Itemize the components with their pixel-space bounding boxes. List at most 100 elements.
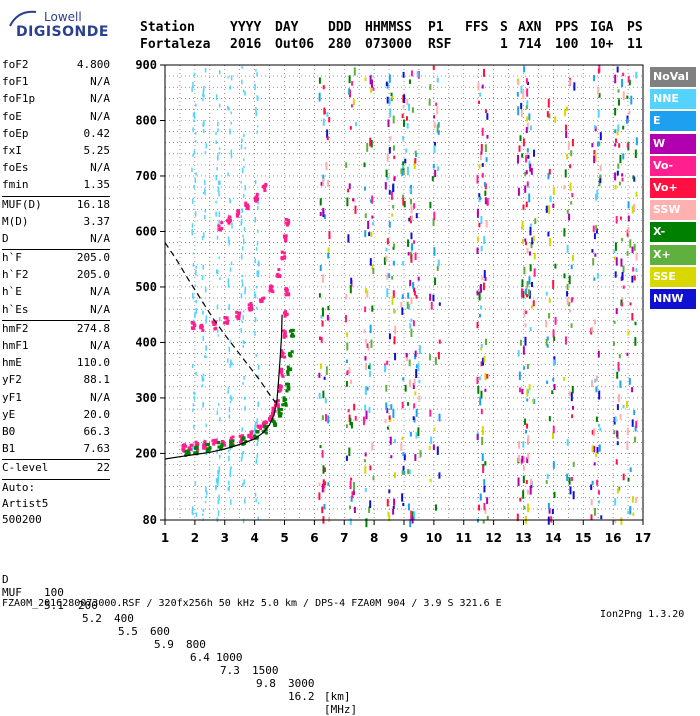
- echo-point: [181, 443, 185, 447]
- footer-d-label: D: [2, 573, 9, 586]
- echo-mark: [478, 504, 481, 511]
- echo-mark: [483, 502, 486, 511]
- echo-mark: [216, 235, 219, 240]
- echo-mark: [318, 77, 321, 84]
- echo-mark: [242, 310, 245, 313]
- echo-mark: [484, 190, 487, 196]
- echo-mark: [523, 309, 526, 317]
- echo-mark: [481, 453, 484, 461]
- param-divider: [2, 195, 110, 197]
- echo-mark: [243, 396, 246, 400]
- echo-mark: [600, 515, 603, 520]
- echo-mark: [532, 300, 535, 307]
- echo-point: [202, 443, 206, 447]
- echo-mark: [391, 276, 394, 280]
- header-label-s: S: [500, 20, 508, 35]
- param-name: foE: [2, 109, 22, 123]
- echo-mark: [192, 403, 195, 407]
- echo-point: [290, 328, 294, 332]
- echo-mark: [433, 122, 436, 129]
- echo-mark: [204, 67, 207, 73]
- header-label-iga: IGA: [590, 20, 614, 35]
- echo-mark: [545, 205, 548, 213]
- echo-mark: [414, 157, 417, 164]
- echo-mark: [525, 78, 528, 84]
- param-group-clevel: C-level 22: [2, 461, 110, 478]
- echo-mark: [525, 170, 528, 175]
- echo-mark: [318, 392, 321, 399]
- echo-mark: [202, 191, 205, 195]
- echo-mark: [553, 384, 556, 391]
- echo-mark: [254, 216, 256, 223]
- echo-point: [285, 312, 289, 316]
- echo-point: [263, 189, 267, 193]
- echo-mark: [386, 96, 389, 104]
- echo-mark: [590, 514, 593, 520]
- param-row-fof2: foF2 4.800: [2, 58, 110, 75]
- echo-mark: [482, 282, 485, 291]
- echo-mark: [597, 109, 600, 118]
- echo-mark: [407, 402, 410, 406]
- echo-mark: [327, 482, 330, 486]
- echo-mark: [202, 93, 204, 97]
- echo-mark: [526, 148, 529, 153]
- echo-trace-series: [217, 182, 268, 232]
- echo-point: [244, 201, 248, 205]
- param-row-ye: yE 20.0: [2, 408, 110, 425]
- echo-mark: [242, 339, 245, 344]
- y-tick-label: 800: [135, 113, 157, 127]
- echo-mark: [241, 66, 243, 69]
- echo-mark: [402, 71, 405, 78]
- echo-mark: [194, 311, 196, 317]
- echo-mark: [590, 498, 593, 506]
- echo-mark: [476, 321, 479, 329]
- echo-mark: [572, 491, 575, 500]
- echo-point: [280, 354, 284, 358]
- echo-mark: [627, 226, 630, 234]
- echo-point: [250, 306, 254, 310]
- echo-mark: [216, 304, 219, 310]
- echo-mark: [524, 185, 527, 193]
- echo-mark: [215, 94, 218, 100]
- echo-mark: [479, 196, 482, 200]
- echo-point: [285, 291, 289, 295]
- echo-mark: [242, 167, 244, 174]
- echo-mark: [347, 188, 350, 193]
- echo-mark: [404, 384, 407, 392]
- echo-mark: [242, 238, 245, 245]
- echo-mark: [346, 370, 349, 374]
- echo-mark: [405, 353, 408, 362]
- echo-mark: [194, 139, 197, 143]
- echo-mark: [552, 279, 555, 289]
- echo-mark: [369, 199, 372, 203]
- echo-mark: [617, 163, 620, 169]
- echo-mark: [345, 162, 348, 168]
- echo-mark: [433, 247, 436, 256]
- echo-mark: [521, 220, 524, 230]
- echo-mark: [432, 65, 435, 71]
- echo-mark: [522, 441, 525, 448]
- param-row-clevel: C-level 22: [2, 461, 110, 478]
- param-name: hmF1: [2, 339, 29, 352]
- param-name: yE: [2, 407, 16, 421]
- echo-mark: [231, 222, 233, 229]
- echo-mark: [592, 225, 595, 233]
- echo-point: [246, 205, 250, 209]
- echo-mark: [480, 245, 483, 252]
- echo-point: [290, 350, 294, 354]
- echo-point: [270, 411, 274, 415]
- echo-point: [277, 407, 281, 411]
- echo-mark: [622, 404, 625, 409]
- echo-point: [286, 369, 290, 373]
- echo-mark: [434, 504, 437, 511]
- echo-mark: [401, 470, 404, 475]
- echo-mark: [217, 269, 219, 275]
- echo-mark: [350, 277, 353, 284]
- echo-mark: [391, 96, 394, 100]
- echo-mark: [350, 477, 353, 481]
- echo-mark: [486, 198, 489, 206]
- echo-mark: [368, 365, 371, 369]
- echo-mark: [388, 514, 391, 522]
- echo-mark: [205, 317, 207, 324]
- echo-mark: [595, 228, 598, 234]
